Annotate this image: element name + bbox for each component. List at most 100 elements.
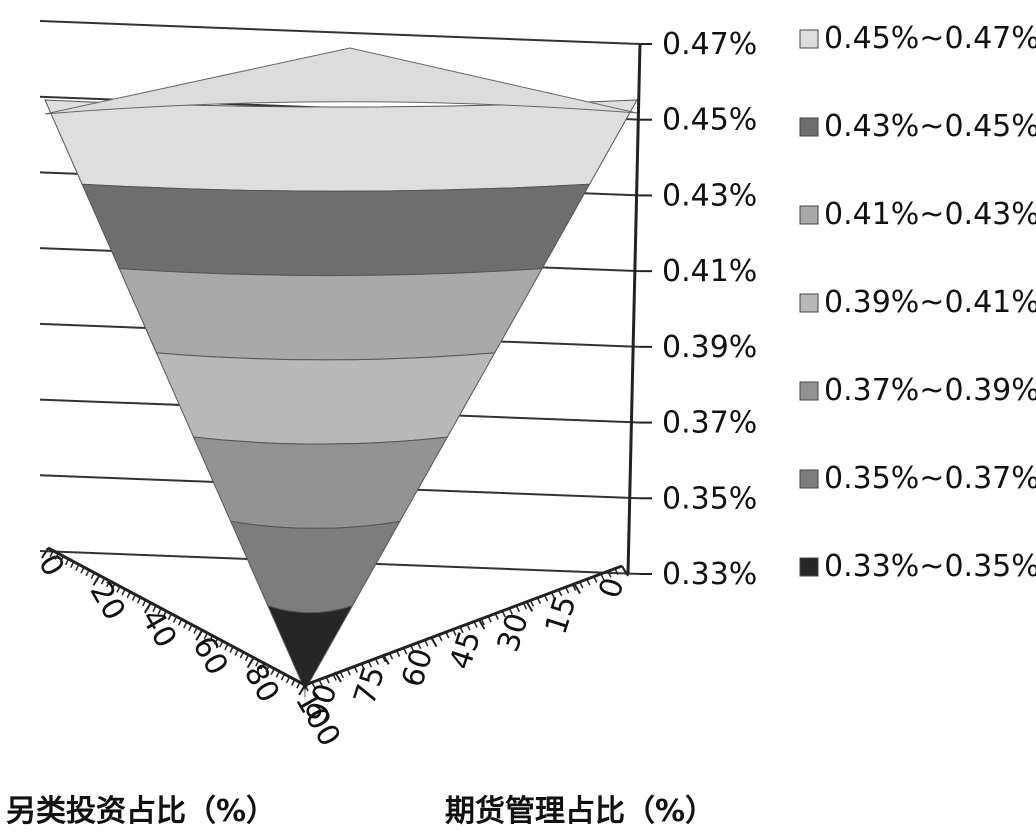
y-tick	[381, 653, 390, 665]
x-minor-tick	[198, 629, 203, 637]
y-tick	[573, 583, 582, 595]
x-minor-tick	[111, 583, 116, 590]
x-minor-tick	[208, 635, 214, 643]
x-minor-tick	[85, 569, 90, 577]
x-minor-tick	[90, 572, 95, 579]
x-minor-tick	[141, 599, 147, 607]
y-minor-tick	[572, 584, 577, 591]
legend-swatch	[799, 469, 819, 489]
y-tick-label: 30	[491, 609, 536, 656]
y-minor-tick	[614, 568, 619, 575]
x-minor-tick	[260, 662, 265, 670]
z-tick-label: 0.45%	[662, 103, 757, 138]
y-minor-tick	[332, 674, 337, 681]
y-tick	[477, 618, 486, 630]
y-minor-tick	[466, 623, 471, 631]
x-minor-tick	[70, 561, 75, 569]
x-minor-tick	[172, 616, 178, 623]
surface-band	[192, 436, 449, 529]
x-tick-label: 40	[134, 603, 183, 654]
z-tick-label: 0.37%	[662, 406, 757, 441]
surface-band	[81, 183, 591, 277]
x-minor-tick	[301, 684, 306, 692]
legend-label: 0.35%~0.37%	[824, 461, 1036, 496]
x-minor-tick	[270, 668, 275, 675]
y-minor-tick	[346, 668, 351, 676]
legend-label: 0.41%~0.43%	[824, 197, 1036, 232]
x-minor-tick	[44, 547, 49, 555]
legend-label: 0.37%~0.39%	[824, 373, 1036, 408]
y-minor-tick	[607, 570, 612, 578]
surface-band	[44, 99, 638, 192]
y-minor-tick	[459, 626, 464, 634]
y-minor-tick	[381, 655, 387, 663]
legend-swatch	[799, 557, 819, 577]
y-minor-tick	[360, 663, 366, 671]
x-minor-tick	[75, 564, 80, 571]
x-axis-title: 另类投资占比（%）	[6, 794, 277, 829]
x-minor-tick	[203, 632, 209, 640]
x-minor-tick	[131, 594, 137, 601]
z-axis-line	[626, 43, 642, 575]
x-minor-tick	[296, 681, 301, 689]
y-axis-line	[304, 564, 623, 687]
y-minor-tick	[579, 581, 584, 589]
legend-swatch	[799, 205, 819, 225]
z-tick-label: 0.47%	[662, 27, 757, 62]
y-minor-tick	[473, 621, 478, 628]
x-minor-tick	[285, 676, 291, 684]
x-minor-tick	[64, 558, 70, 566]
x-minor-tick	[167, 613, 173, 621]
y-minor-tick	[304, 684, 309, 692]
y-axis-title: 期货管理占比（%）	[445, 794, 716, 829]
x-minor-tick	[177, 618, 183, 626]
y-minor-tick	[529, 600, 535, 607]
y-minor-tick	[424, 639, 429, 647]
legend-swatch	[799, 29, 819, 49]
y-minor-tick	[367, 660, 373, 668]
x-minor-tick	[152, 605, 157, 612]
surface-band	[118, 268, 544, 361]
y-minor-tick	[600, 573, 605, 581]
surface-band	[229, 520, 401, 614]
x-minor-tick	[183, 621, 188, 629]
y-tick	[525, 600, 534, 612]
x-minor-tick	[275, 670, 280, 678]
y-minor-tick	[339, 671, 344, 679]
x-minor-tick	[280, 673, 286, 681]
x-minor-tick	[54, 553, 59, 560]
x-minor-tick	[193, 627, 198, 634]
y-minor-tick	[522, 602, 528, 610]
y-minor-tick	[452, 629, 457, 636]
z-tick-label: 0.41%	[662, 254, 757, 289]
x-minor-tick	[80, 566, 85, 574]
y-minor-tick	[543, 594, 549, 602]
axis-layer: 0.33% 0.35% 0.37% 0.39% 0.41% 0.43% 0.45% 0.47%…	[31, 27, 757, 753]
y-minor-tick	[487, 615, 492, 623]
y-tick-label: 45	[443, 627, 488, 674]
y-minor-tick	[409, 644, 415, 652]
legend: 0.45%~0.47% 0.43%~0.45% 0.41%~0.43% 0.39%~0…	[799, 21, 1036, 584]
legend-swatch	[799, 117, 819, 137]
z-tick-label: 0.33%	[662, 557, 757, 592]
y-minor-tick	[586, 578, 591, 586]
y-minor-tick	[353, 666, 358, 673]
z-gridline	[39, 20, 641, 45]
x-minor-tick	[126, 591, 131, 599]
x-minor-tick	[188, 624, 193, 632]
x-minor-tick	[136, 596, 142, 604]
y-minor-tick	[318, 679, 323, 687]
y-minor-tick	[402, 647, 408, 655]
legend-label: 0.45%~0.47%	[824, 21, 1036, 56]
x-minor-tick	[100, 577, 106, 585]
x-minor-tick	[157, 607, 162, 615]
y-minor-tick	[494, 613, 499, 620]
x-minor-tick	[219, 640, 224, 648]
z-tick-label: 0.39%	[662, 330, 757, 365]
z-tick-label: 0.35%	[662, 481, 757, 516]
legend-swatch	[799, 293, 819, 313]
y-minor-tick	[431, 637, 436, 644]
x-minor-tick	[49, 550, 54, 558]
